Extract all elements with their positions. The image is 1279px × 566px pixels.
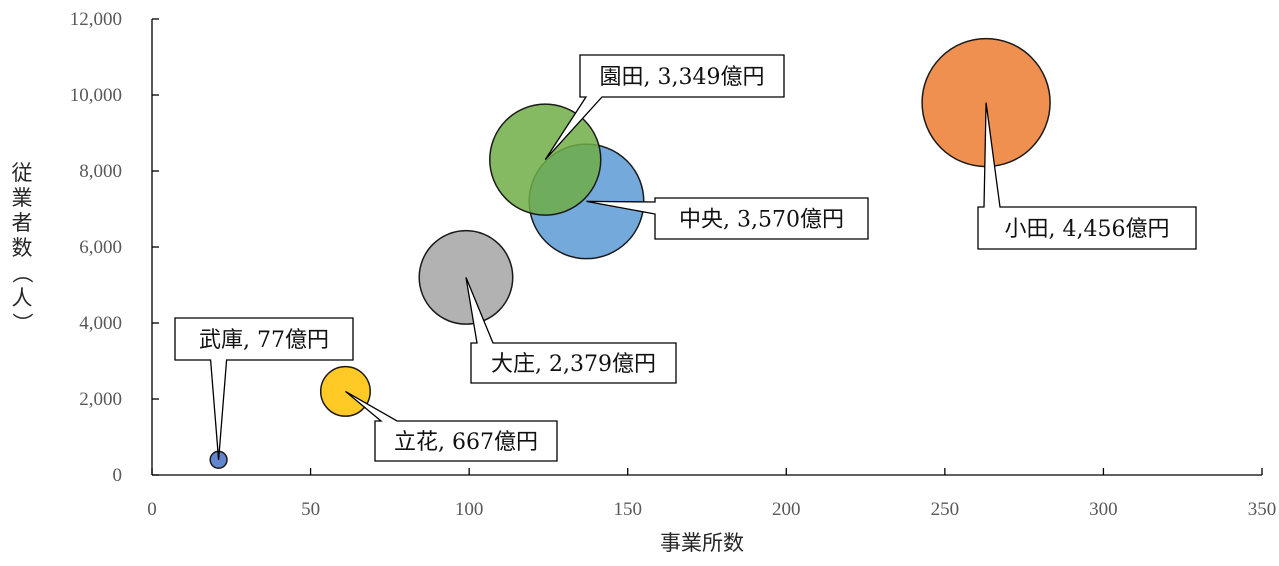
y-tick-label: 12,000 <box>70 9 122 30</box>
callout-中央: 中央, 3,570億円 <box>586 197 869 240</box>
y-axis-title-char: 者 <box>12 211 33 235</box>
x-tick-labels: 0 50 100 150 200 250 300 350 <box>147 499 1276 520</box>
y-tick-label: 6,000 <box>79 237 122 258</box>
callout-shape <box>586 197 869 240</box>
data-label: 小田, 4,456億円 <box>1005 217 1170 242</box>
y-tick-label: 8,000 <box>79 161 122 182</box>
axes-layer <box>151 18 1263 476</box>
data-label: 大庄, 2,379億円 <box>491 352 656 377</box>
data-label: 中央, 3,570億円 <box>679 208 844 233</box>
callout-園田: 園田, 3,349億円 <box>544 54 785 161</box>
callout-shape <box>345 390 558 462</box>
y-tick-label: 10,000 <box>70 85 122 106</box>
x-tick-label: 100 <box>455 499 484 520</box>
data-label: 園田, 3,349億円 <box>600 65 765 90</box>
y-axis-title-char: （ <box>10 263 34 284</box>
x-axis-title: 事業所数 <box>660 531 744 555</box>
data-label: 武庫, 77億円 <box>199 328 329 353</box>
y-tick-label: 2,000 <box>79 389 122 410</box>
y-tick-labels: 0 2,000 4,000 6,000 8,000 10,000 12,000 <box>70 9 122 486</box>
callout-shape <box>174 317 354 460</box>
x-tick-label: 150 <box>613 499 642 520</box>
y-axis-title-char: 人 <box>12 286 33 310</box>
y-axis-title-char: 業 <box>12 186 33 210</box>
x-tick-label: 50 <box>301 499 320 520</box>
y-tick-label: 0 <box>113 465 123 486</box>
x-tick-label: 300 <box>1089 499 1118 520</box>
x-tick-label: 200 <box>772 499 801 520</box>
y-axis-title-char: 従 <box>12 161 33 185</box>
x-tick-label: 250 <box>931 499 960 520</box>
callout-大庄: 大庄, 2,379億円 <box>465 277 677 384</box>
x-tick-label: 0 <box>147 499 157 520</box>
callout-立花: 立花, 667億円 <box>345 390 558 462</box>
y-axis-title-char: 数 <box>12 236 33 260</box>
callout-shape <box>544 54 785 161</box>
bubbles-layer <box>209 37 1051 469</box>
y-tick-label: 4,000 <box>79 313 122 334</box>
callout-shape <box>977 102 1197 250</box>
x-tick-label: 350 <box>1248 499 1277 520</box>
callout-shape <box>465 277 677 384</box>
data-label: 立花, 667億円 <box>394 430 538 455</box>
callout-小田: 小田, 4,456億円 <box>977 102 1197 250</box>
callout-武庫: 武庫, 77億円 <box>174 317 354 460</box>
y-axis-title-char: ） <box>10 313 34 334</box>
